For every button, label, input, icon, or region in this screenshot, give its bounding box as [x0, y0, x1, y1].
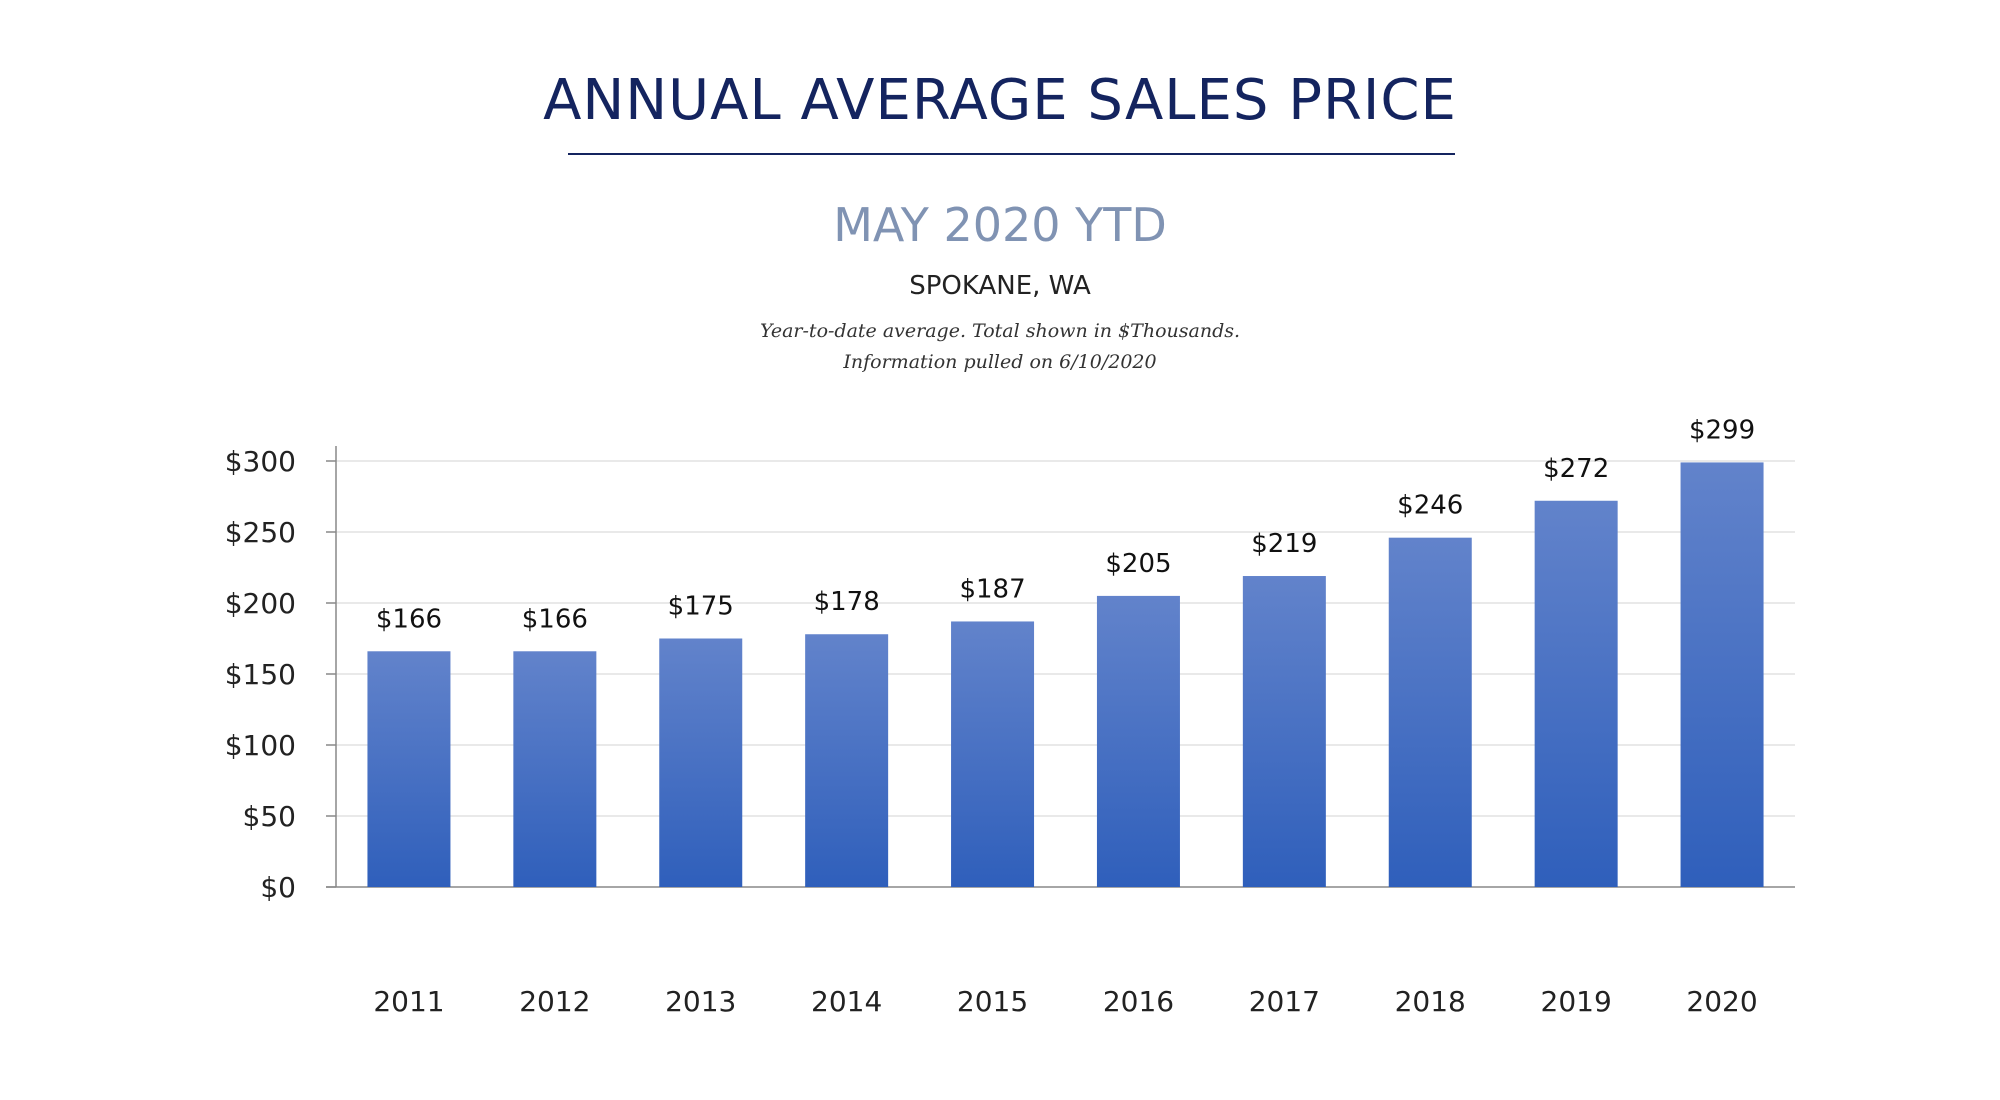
- x-tick-label: 2017: [1249, 985, 1320, 1018]
- location-label: SPOKANE, WA: [909, 271, 1091, 301]
- y-tick-label: $200: [225, 587, 296, 620]
- x-tick-label: 2015: [957, 985, 1028, 1018]
- bar-2011: [367, 651, 451, 887]
- data-label: $178: [814, 587, 880, 617]
- data-label: $166: [522, 604, 588, 634]
- x-tick-label: 2014: [811, 985, 882, 1018]
- x-tick-label: 2019: [1541, 985, 1612, 1018]
- y-tick-label: $100: [225, 729, 296, 762]
- note-line-1: Year-to-date average. Total shown in $Th…: [759, 320, 1241, 342]
- x-tick-label: 2013: [665, 985, 736, 1018]
- title-underline: [568, 153, 1455, 155]
- y-tick-label: $300: [225, 445, 296, 478]
- x-tick-label: 2012: [519, 985, 590, 1018]
- note-line-2: Information pulled on 6/10/2020: [843, 351, 1157, 373]
- x-tick-label: 2018: [1395, 985, 1466, 1018]
- y-tick-label: $0: [260, 871, 296, 904]
- data-label: $246: [1397, 491, 1463, 521]
- data-label: $166: [376, 604, 442, 634]
- data-label: $299: [1689, 415, 1755, 445]
- x-tick-label: 2016: [1103, 985, 1174, 1018]
- bar-2013: [659, 638, 743, 887]
- y-tick-label: $250: [225, 516, 296, 549]
- data-label: $187: [959, 574, 1025, 604]
- bar-2012: [513, 651, 597, 887]
- bar-2019: [1534, 500, 1618, 887]
- bar-2020: [1680, 462, 1764, 887]
- bar-2017: [1242, 576, 1326, 887]
- data-label: $175: [668, 592, 734, 622]
- bar-2018: [1388, 537, 1472, 887]
- data-label: $219: [1251, 529, 1317, 559]
- x-tick-label: 2011: [373, 985, 444, 1018]
- x-tick-label: 2020: [1686, 985, 1757, 1018]
- y-tick-label: $150: [225, 658, 296, 691]
- chart-title: ANNUAL AVERAGE SALES PRICE: [543, 68, 1457, 133]
- bar-2016: [1096, 595, 1180, 887]
- data-label: $272: [1543, 454, 1609, 484]
- bar-2014: [805, 634, 889, 887]
- bar-2015: [951, 621, 1035, 887]
- data-label: $205: [1105, 549, 1171, 579]
- y-tick-label: $50: [243, 800, 296, 833]
- chart-subtitle: MAY 2020 YTD: [833, 198, 1167, 252]
